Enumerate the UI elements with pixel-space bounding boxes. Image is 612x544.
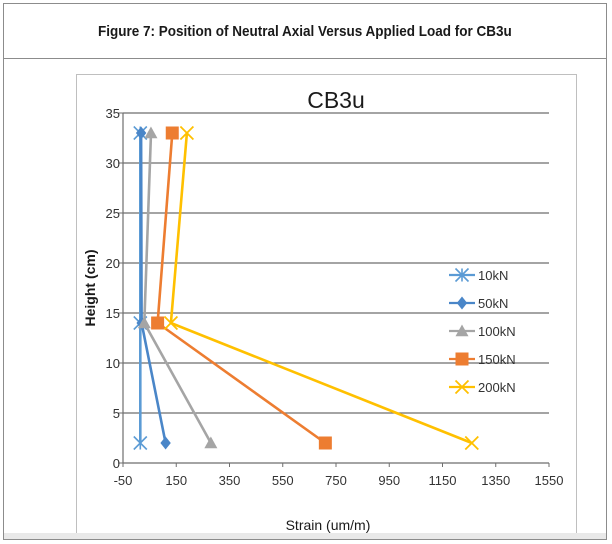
x-tick-label: 1550 <box>535 473 564 488</box>
bottom-strip <box>4 533 606 539</box>
y-tick-label: 20 <box>106 256 120 271</box>
data-point <box>151 316 165 330</box>
data-point <box>464 435 479 451</box>
data-point <box>144 126 158 139</box>
data-point <box>163 315 179 331</box>
legend-label: 10kN <box>478 268 508 283</box>
data-point <box>133 435 148 451</box>
x-tick-label: 550 <box>272 473 294 488</box>
legend-item: 100kN <box>449 324 516 339</box>
series-line <box>143 132 213 444</box>
legend-swatch-marker <box>454 379 470 395</box>
y-tick-label: 10 <box>106 356 120 371</box>
legend-label: 50kN <box>478 296 508 311</box>
y-tick-label: 0 <box>113 456 120 471</box>
x-tick-label: 1150 <box>429 473 457 488</box>
legend-swatch-marker <box>454 267 470 283</box>
x-tick-label: 350 <box>219 473 241 488</box>
legend-item: 150kN <box>449 352 516 367</box>
y-tick-label: 5 <box>113 406 120 421</box>
chart-title: CB3u <box>307 87 365 113</box>
y-tick-label: 15 <box>106 306 120 321</box>
series-200kN <box>163 125 479 451</box>
legend-swatch-marker <box>455 352 469 366</box>
y-tick-label: 35 <box>106 106 120 121</box>
data-point <box>160 436 171 450</box>
data-point <box>135 126 147 140</box>
legend-label: 100kN <box>478 324 516 339</box>
x-tick-label: 1350 <box>481 473 510 488</box>
legend-item: 10kN <box>449 267 508 283</box>
legend-swatch-marker <box>455 324 469 337</box>
legend-swatch-marker <box>456 296 468 310</box>
series-150kN <box>151 126 332 450</box>
chart-area: CB3u 0 5 10 15 20 25 30 35 -50 150 350 550 750 950 1150… <box>76 74 577 536</box>
y-tick-label: 30 <box>106 156 120 171</box>
data-point <box>179 125 195 141</box>
legend-item: 50kN <box>449 296 508 311</box>
data-point <box>318 436 332 450</box>
legend-label: 200kN <box>478 380 516 395</box>
series-line <box>169 132 473 445</box>
x-tick-label: 950 <box>378 473 400 488</box>
legend-label: 150kN <box>478 352 516 367</box>
data-point <box>137 316 151 329</box>
data-point <box>204 436 218 449</box>
x-axis-title: Strain (um/m) <box>286 517 371 533</box>
x-tick-label: 750 <box>325 473 347 488</box>
figure-caption: Figure 7: Position of Neutral Axial Vers… <box>98 22 512 40</box>
legend-item: 200kN <box>449 379 516 395</box>
y-axis-title: Height (cm) <box>82 250 98 327</box>
y-tick-label: 25 <box>106 206 120 221</box>
series-100kN <box>137 126 218 449</box>
caption-bar: Figure 7: Position of Neutral Axial Vers… <box>4 4 606 59</box>
x-tick-label: 150 <box>165 473 187 488</box>
line-chart: CB3u 0 5 10 15 20 25 30 35 -50 150 350 550 750 950 1150… <box>82 87 564 533</box>
x-tick-label: -50 <box>114 473 133 488</box>
data-point <box>165 126 179 140</box>
figure-frame: Figure 7: Position of Neutral Axial Vers… <box>3 3 607 540</box>
